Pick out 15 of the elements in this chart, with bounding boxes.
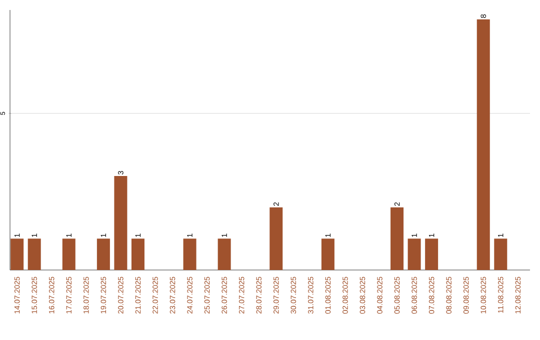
bar (321, 238, 334, 270)
bar (131, 238, 144, 270)
bar (425, 238, 438, 270)
bar (62, 238, 76, 270)
bar (96, 238, 110, 270)
bar (408, 238, 421, 270)
bar (390, 207, 404, 270)
bar (28, 238, 41, 270)
bar (494, 238, 508, 270)
bar (114, 176, 128, 270)
bar (476, 19, 490, 270)
bar (218, 238, 231, 270)
bar (270, 207, 283, 270)
bar (183, 238, 196, 270)
bar (10, 238, 24, 270)
